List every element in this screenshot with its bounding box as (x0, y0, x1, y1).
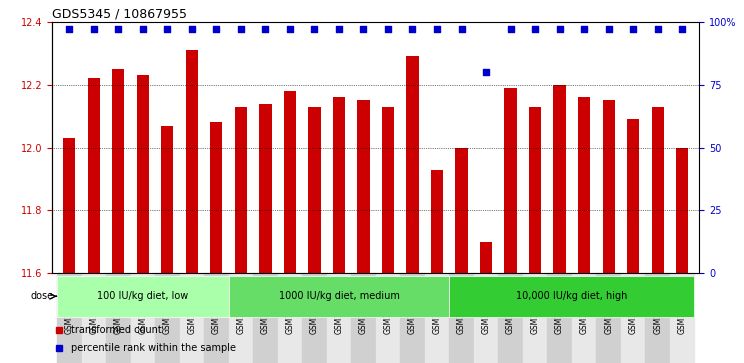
Bar (161, 126, 173, 273)
Point (406, 26, 418, 32)
Bar (235, 107, 247, 273)
Bar (578, 97, 590, 273)
Bar (137, 75, 149, 273)
Bar (88, 78, 100, 273)
Bar (597, 273, 621, 363)
Bar (498, 273, 523, 363)
Bar (455, 148, 468, 273)
Point (382, 26, 394, 32)
Bar (425, 273, 449, 363)
Bar (376, 273, 400, 363)
Point (137, 26, 149, 32)
Point (211, 26, 222, 32)
Bar (400, 273, 425, 363)
Point (235, 26, 247, 32)
Bar (130, 273, 155, 363)
Point (455, 26, 467, 32)
Bar (278, 273, 302, 363)
Bar (431, 170, 443, 273)
Bar (621, 273, 646, 363)
Bar (357, 101, 370, 273)
Bar (327, 273, 351, 363)
Text: 1000 IU/kg diet, medium: 1000 IU/kg diet, medium (278, 291, 400, 301)
Point (63, 26, 75, 32)
Bar (155, 273, 179, 363)
Bar (204, 273, 228, 363)
Bar (179, 273, 204, 363)
Bar (302, 273, 327, 363)
Point (480, 69, 492, 75)
Bar (474, 273, 498, 363)
Bar (523, 273, 548, 363)
Point (88, 26, 100, 32)
Point (627, 26, 639, 32)
Text: transformed count: transformed count (71, 325, 162, 335)
Point (603, 26, 615, 32)
Text: GDS5345 / 10867955: GDS5345 / 10867955 (52, 8, 187, 21)
Bar (228, 273, 253, 363)
FancyBboxPatch shape (449, 276, 694, 317)
Point (112, 26, 124, 32)
Point (284, 26, 296, 32)
Bar (572, 273, 597, 363)
Point (358, 26, 370, 32)
Bar (308, 107, 321, 273)
Bar (63, 138, 75, 273)
Bar (406, 56, 419, 273)
Bar (603, 101, 615, 273)
Bar (382, 107, 394, 273)
Point (260, 26, 272, 32)
FancyBboxPatch shape (57, 276, 228, 317)
Bar (57, 273, 82, 363)
Point (676, 26, 688, 32)
Bar (676, 148, 688, 273)
Point (186, 26, 198, 32)
Bar (333, 97, 345, 273)
Point (431, 26, 443, 32)
Point (652, 26, 664, 32)
Point (554, 26, 565, 32)
Bar (449, 273, 474, 363)
Bar (253, 273, 278, 363)
Bar (283, 91, 296, 273)
Bar (211, 122, 222, 273)
Bar (652, 107, 664, 273)
Bar (259, 103, 272, 273)
Text: 100 IU/kg diet, low: 100 IU/kg diet, low (97, 291, 188, 301)
Bar (646, 273, 670, 363)
Text: 10,000 IU/kg diet, high: 10,000 IU/kg diet, high (516, 291, 627, 301)
Bar (112, 69, 124, 273)
Bar (106, 273, 130, 363)
Bar (548, 273, 572, 363)
Bar (529, 107, 541, 273)
Bar (186, 50, 198, 273)
Point (578, 26, 590, 32)
Point (161, 26, 173, 32)
Text: dose: dose (31, 291, 54, 301)
Bar (351, 273, 376, 363)
Point (529, 26, 541, 32)
Point (333, 26, 345, 32)
Point (504, 26, 516, 32)
Bar (670, 273, 694, 363)
Bar (480, 242, 493, 273)
Point (309, 26, 321, 32)
FancyBboxPatch shape (228, 276, 449, 317)
Text: percentile rank within the sample: percentile rank within the sample (71, 343, 237, 354)
Bar (504, 88, 516, 273)
Bar (627, 119, 639, 273)
Bar (82, 273, 106, 363)
Bar (554, 85, 565, 273)
